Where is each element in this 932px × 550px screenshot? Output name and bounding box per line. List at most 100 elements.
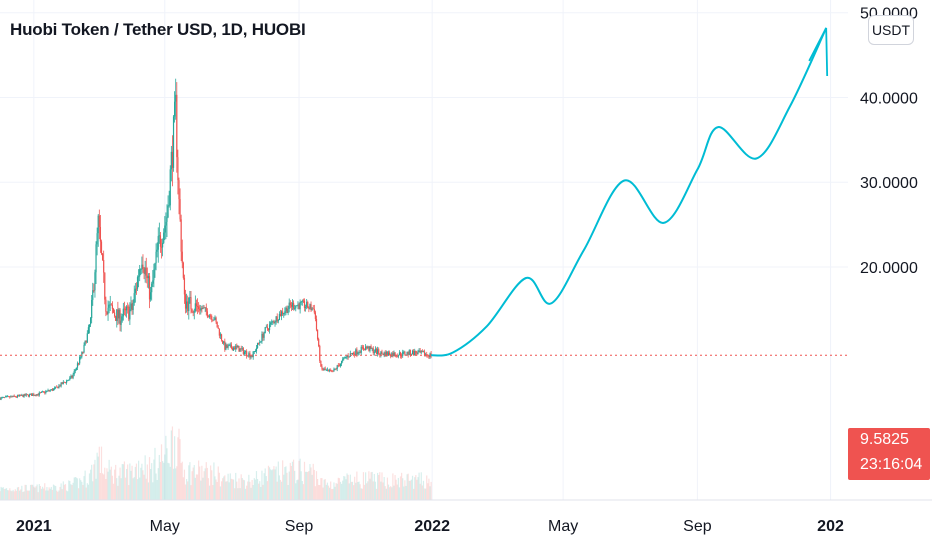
candle-body: [362, 347, 365, 350]
candle-body: [154, 263, 156, 270]
volume-bar: [267, 465, 270, 500]
candle-body: [62, 381, 64, 385]
candle-body: [142, 264, 144, 270]
candle-body: [109, 304, 111, 306]
volume-bar: [374, 481, 377, 500]
candle-body: [295, 305, 297, 309]
candle-body: [268, 324, 271, 331]
volume-bar: [38, 484, 40, 500]
volume-bar: [345, 479, 347, 500]
candle-body: [263, 332, 265, 338]
axes: 20.000030.000040.000050.00002021MaySep20…: [0, 6, 932, 535]
candle-body: [151, 283, 153, 293]
volume-bar: [236, 481, 238, 500]
volume-bar: [299, 458, 301, 500]
candle-body: [255, 347, 258, 352]
volume-bar: [111, 475, 114, 500]
volume-bar: [320, 478, 322, 500]
candle-body: [325, 370, 327, 371]
candle-body: [276, 316, 278, 322]
volume-bar: [422, 480, 425, 500]
volume-bar: [162, 461, 164, 500]
volume-bar: [141, 463, 143, 500]
candle-body: [165, 221, 167, 226]
candle-body: [112, 308, 115, 313]
volume-bar: [31, 484, 33, 500]
volume-bar: [86, 483, 88, 500]
candle-body: [81, 352, 83, 357]
gridlines: [0, 0, 848, 500]
volume-bar: [230, 478, 232, 500]
volume-bar: [168, 463, 170, 500]
candle-body: [75, 367, 77, 370]
volume-bar: [394, 475, 396, 500]
candle-body: [121, 316, 123, 321]
candle-body: [9, 396, 11, 398]
volume-bar: [399, 476, 402, 500]
candle-body: [103, 260, 105, 273]
volume-bar: [135, 463, 138, 500]
candle-body: [147, 276, 150, 279]
volume-bar: [148, 457, 151, 500]
candle-body: [170, 151, 172, 170]
candle-body: [309, 304, 311, 309]
volume-bar: [252, 485, 254, 500]
projection-drawing[interactable]: [430, 27, 829, 357]
candle-body: [51, 389, 53, 391]
volume-bar: [35, 486, 37, 500]
volume-bar: [242, 479, 244, 500]
candle-body: [4, 396, 7, 398]
candle-body: [223, 341, 225, 344]
volume-bar: [232, 479, 235, 500]
volume-bar: [50, 486, 52, 500]
volume-bar: [298, 460, 300, 500]
candle-body: [141, 264, 143, 269]
volume-bar: [139, 477, 141, 500]
volume-bar: [71, 485, 73, 500]
candle-body: [61, 382, 63, 385]
volume-bar: [275, 466, 277, 500]
candle-body: [127, 306, 129, 308]
volume-bar: [176, 466, 178, 500]
volume-bar: [163, 462, 165, 500]
candle-body: [326, 369, 329, 371]
candle-body: [219, 334, 222, 336]
volume-bar: [421, 485, 423, 500]
candle-body: [282, 311, 284, 315]
x-tick-label: 2022: [414, 518, 450, 535]
volume-bar: [255, 471, 258, 500]
candle-body: [224, 341, 226, 350]
volume-bar: [311, 474, 313, 500]
volume-bar: [341, 483, 343, 500]
candle-body: [426, 354, 428, 356]
candle-body: [2, 397, 4, 398]
candle-body: [140, 268, 142, 270]
candle-body: [228, 345, 230, 347]
candle-body: [298, 304, 300, 310]
candle-body: [139, 269, 141, 277]
candle-body: [299, 301, 301, 310]
candle-body: [184, 294, 187, 309]
volume-bar: [403, 486, 405, 500]
volume-bar: [51, 489, 53, 500]
currency-button[interactable]: USDT: [868, 15, 914, 45]
candle-body: [93, 290, 95, 291]
volume-bar: [288, 471, 290, 500]
candle-body: [160, 246, 163, 248]
candle-body: [59, 385, 61, 387]
candle-body: [5, 396, 8, 398]
volume-bar: [354, 476, 356, 500]
volume-bar: [393, 485, 395, 500]
y-tick-label: 20.0000: [860, 260, 918, 277]
candle-body: [259, 341, 261, 343]
volume-bar: [380, 481, 382, 500]
candle-body: [118, 309, 120, 319]
candle-body: [155, 251, 157, 264]
candle-body: [25, 394, 27, 396]
candle-body: [322, 368, 324, 370]
volume-bar: [33, 486, 35, 500]
volume-bar: [272, 469, 274, 500]
volume-bar: [295, 483, 297, 500]
volume-bar: [225, 481, 227, 500]
